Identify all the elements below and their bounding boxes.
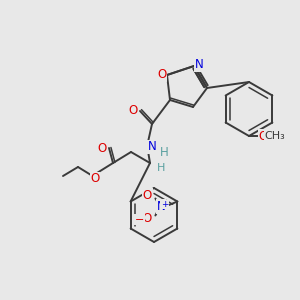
Text: H: H [160,146,168,158]
Text: CH₃: CH₃ [265,131,285,141]
Text: O: O [98,142,106,154]
Text: −: − [135,214,144,224]
Text: N: N [157,200,166,213]
Text: O: O [143,189,152,202]
Text: H: H [157,163,165,173]
Text: N: N [195,58,203,71]
Text: N: N [148,140,156,154]
Text: O: O [128,104,138,118]
Text: O: O [90,172,100,185]
Text: +: + [160,200,168,209]
Text: O: O [158,68,166,82]
Text: O: O [258,130,268,142]
Text: O: O [143,212,152,225]
